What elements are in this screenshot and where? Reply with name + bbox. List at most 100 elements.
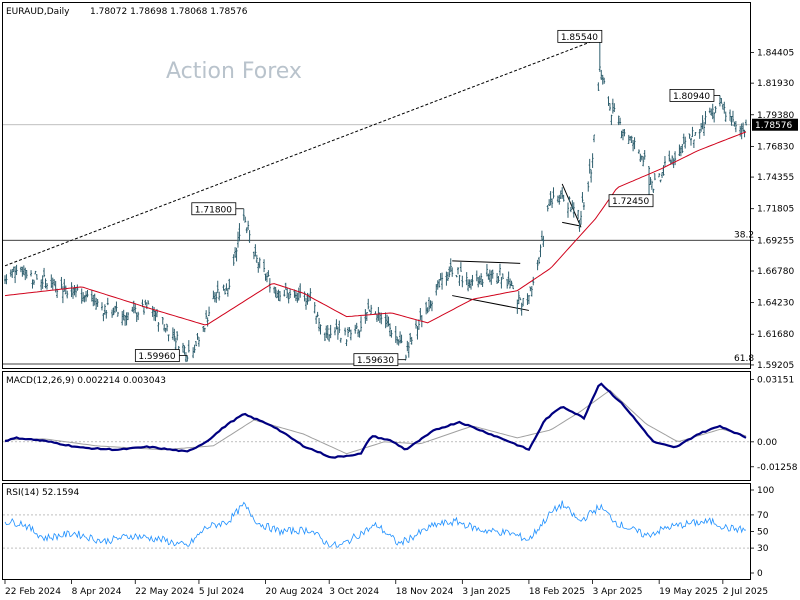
annotation-label: 1.72450 [612, 197, 649, 207]
ohlc-bar [653, 173, 656, 181]
ohlc-bar [166, 323, 169, 332]
ohlc-bar [458, 274, 461, 286]
ohlc-bar [267, 270, 270, 277]
ohlc-bar [526, 293, 529, 305]
current-price-label: 1.78576 [755, 121, 792, 131]
ohlc-bar [451, 267, 454, 277]
ohlc-bar [296, 292, 299, 303]
ohlc-bar [111, 309, 114, 318]
ohlc-bar [73, 285, 76, 296]
fib-label-61.8: 61.8 [734, 354, 754, 364]
ohlc-bar [51, 277, 54, 290]
ohlc-bar [154, 310, 157, 322]
ohlc-bar [41, 275, 44, 289]
moving-average-line [4, 131, 747, 326]
ohlc-bar [598, 38, 601, 72]
ohlc-bar [115, 301, 118, 312]
ohlc-bar [445, 271, 448, 286]
ohlc-bar [242, 208, 245, 221]
ohlc-bar [142, 306, 145, 315]
fib-label-38.2: 38.2 [734, 230, 754, 240]
ohlc-bar [4, 275, 6, 284]
ohlc-bar [711, 103, 714, 120]
ohlc-bar [205, 310, 208, 320]
ohlc-bar [137, 311, 140, 321]
ohlc-bar [704, 111, 707, 125]
trendline-1 [452, 260, 521, 264]
ohlc-bar [375, 314, 378, 323]
ohlc-bar [590, 169, 593, 183]
ohlc-bar [729, 109, 732, 121]
ohlc-bar [597, 82, 600, 91]
ohlc-bar [278, 291, 281, 302]
ohlc-bar [548, 199, 551, 206]
ohlc-bar [82, 292, 85, 302]
ohlc-bar [529, 286, 532, 292]
ohlc-bar [532, 276, 535, 286]
x-axis-label: 3 Apr 2025 [593, 587, 643, 597]
ohlc-bar [365, 311, 368, 321]
ohlc-bar [212, 290, 215, 300]
ohlc-bar [283, 289, 286, 297]
ohlc-bar [245, 227, 248, 234]
ohlc-bar [289, 288, 292, 299]
ohlc-bar [323, 332, 326, 342]
ohlc-bar [113, 305, 116, 313]
ohlc-bar [568, 196, 571, 202]
ohlc-bar [406, 340, 409, 352]
ohlc-bar [328, 334, 331, 342]
ohlc-bar [105, 310, 108, 319]
ohlc-bar [435, 284, 438, 296]
ohlc-bar [517, 291, 520, 305]
ohlc-bar [701, 115, 704, 130]
ohlc-bar [542, 235, 545, 247]
ohlc-bar [196, 332, 199, 340]
ohlc-bar [31, 279, 34, 289]
ohlc-bar [549, 191, 552, 206]
ohlc-bar [225, 283, 228, 291]
x-axis-label: 20 Aug 2024 [266, 587, 324, 597]
rsi-panel[interactable] [2, 483, 751, 580]
macd-panel[interactable] [2, 371, 751, 481]
ohlc-bar [588, 158, 591, 174]
ohlc-bar [287, 293, 290, 304]
ohlc-bar [355, 322, 358, 330]
ohlc-bar [678, 144, 681, 157]
ohlc-bar [730, 116, 733, 126]
rsi-axis-label: 70 [757, 511, 769, 521]
ohlc-bar [358, 330, 361, 338]
rsi-axis-label: 100 [757, 486, 774, 496]
x-axis-label: 8 Apr 2024 [72, 587, 122, 597]
ohlc-bar [694, 132, 697, 136]
ohlc-bar [329, 324, 332, 339]
ohlc-bar [724, 111, 727, 122]
ohlc-bar [530, 286, 533, 297]
ohlc-bar [127, 312, 130, 321]
ohlc-bar [438, 279, 441, 288]
x-axis-label: 3 Oct 2024 [329, 587, 379, 597]
ohlc-bar [80, 288, 83, 304]
ohlc-bar [103, 304, 106, 315]
ohlc-bar [286, 287, 289, 298]
ohlc-bar [24, 267, 27, 281]
ohlc-bar [131, 306, 134, 312]
ohlc-bar [661, 171, 664, 179]
ohlc-bar [633, 137, 636, 150]
ohlc-bar [501, 273, 504, 279]
ohlc-bar [25, 269, 28, 279]
x-axis-label: 5 Jul 2024 [199, 587, 244, 597]
ohlc-bar [297, 287, 300, 301]
ohlc-bar [182, 342, 185, 353]
ohlc-bar [684, 136, 687, 149]
ohlc-bar [313, 302, 316, 314]
ohlc-bar [399, 331, 402, 344]
ohlc-bar [552, 187, 555, 199]
ohlc-bar [384, 312, 387, 329]
ohlc-bar [428, 297, 431, 312]
ohlc-bar [193, 344, 196, 353]
price-panel[interactable] [2, 2, 751, 369]
ohlc-bar [425, 301, 428, 315]
ohlc-bar [643, 150, 646, 160]
ohlc-bar [218, 291, 221, 301]
